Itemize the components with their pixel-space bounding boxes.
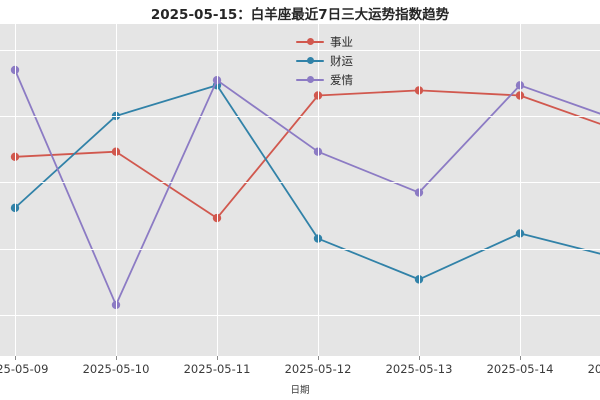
x-tick-label: 2025-05-09 [0,362,49,376]
legend-label-love: 爱情 [330,72,353,87]
x-tick-label: 2025-05-15 [587,362,600,376]
x-tick-label: 2025-05-12 [284,362,352,376]
legend-dot-career [307,38,314,45]
x-tick-label: 2025-05-13 [385,362,453,376]
data-point[interactable] [313,147,323,156]
x-tick-mark [419,356,420,360]
x-axis: 日期 2025-05-09 2025-05-10 2025-05-11 2025-05… [0,356,600,400]
gridline-vertical [520,24,521,356]
gridline-vertical [217,24,218,356]
x-tick-mark [116,356,117,360]
gridline-vertical [419,24,420,356]
x-tick-mark [217,356,218,360]
x-tick-label: 2025-05-10 [82,362,150,376]
chart-legend: 事业 财运 爱情 [292,31,357,90]
x-axis-label: 日期 [290,385,310,396]
gridline-vertical [15,24,16,356]
legend-item-love[interactable]: 爱情 [296,71,353,88]
data-point[interactable] [414,86,424,95]
series-line-事业 [14,89,600,219]
series-line-爱情 [14,69,600,306]
gridline-horizontal [0,49,600,51]
data-point[interactable] [313,234,323,243]
legend-swatch-career-icon [296,36,324,47]
gridline-horizontal [0,182,600,184]
legend-swatch-wealth-icon [296,55,324,66]
x-tick-mark [520,356,521,360]
chart-title: 2025-05-15：白羊座最近7日三大运势指数趋势 [150,7,450,23]
legend-dot-love [307,76,314,83]
gridline-horizontal [0,248,600,250]
gridline-horizontal [0,115,600,117]
x-tick-label: 2025-05-11 [183,362,251,376]
gridline-horizontal [0,315,600,317]
x-tick-mark [15,356,16,360]
data-point[interactable] [414,275,424,284]
data-point[interactable] [313,91,323,100]
gridline-vertical [318,24,319,356]
legend-item-career[interactable]: 事业 [296,33,353,50]
data-point[interactable] [414,188,424,197]
x-tick-mark [318,356,319,360]
gridline-vertical [116,24,117,356]
legend-item-wealth[interactable]: 财运 [296,52,353,69]
legend-label-career: 事业 [330,34,353,49]
legend-swatch-love-icon [296,74,324,85]
legend-label-wealth: 财运 [330,53,353,68]
legend-dot-wealth [307,57,314,64]
x-tick-label: 2025-05-14 [486,362,554,376]
